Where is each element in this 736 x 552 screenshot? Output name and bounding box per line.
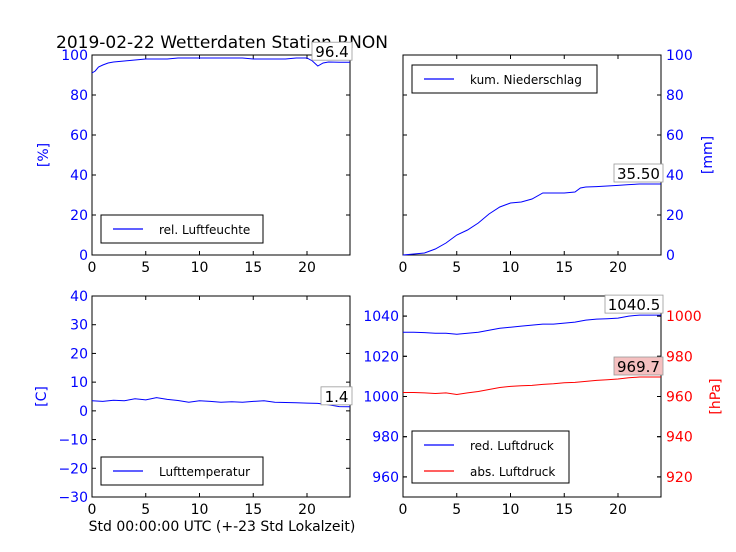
x-tick-label: 5 xyxy=(452,502,461,518)
legend-label: Lufttemperatur xyxy=(159,465,250,479)
y-tick-label: 40 xyxy=(70,289,88,305)
x-tick-label: 20 xyxy=(609,502,627,518)
x-tick-label: 15 xyxy=(555,502,573,518)
x-axis-label: Std 00:00:00 UTC (+-23 Std Lokalzeit) xyxy=(89,519,356,535)
panel-4: 0 5 10 15 20 960 980 1000 1020 1040 920 940 960 980 10… xyxy=(363,294,724,518)
y-axis-label: [%] xyxy=(36,143,52,167)
x-tick-label: 5 xyxy=(452,260,461,276)
y-tick-label: 1000 xyxy=(666,309,702,325)
series-line-1 xyxy=(91,397,351,408)
x-tick-label: 0 xyxy=(399,502,408,518)
series-line-2 xyxy=(403,376,661,396)
y-tick-label: 80 xyxy=(666,88,684,104)
y-tick-label: −20 xyxy=(58,461,88,477)
x-tick-label: 0 xyxy=(88,260,97,276)
legend-label: kum. Niederschlag xyxy=(470,73,582,87)
y-tick-label: 40 xyxy=(666,168,684,184)
y-tick-label: 1020 xyxy=(363,349,399,365)
y-tick-label: 100 xyxy=(666,48,693,64)
y-tick-label: 100 xyxy=(61,48,88,64)
value-annotation: 96.4 xyxy=(315,43,348,61)
y-tick-label: −30 xyxy=(58,490,88,506)
y-tick-label: 10 xyxy=(70,375,88,391)
x-tick-label: 10 xyxy=(502,502,520,518)
x-tick-label: 15 xyxy=(555,260,573,276)
y-axis-label: [mm] xyxy=(700,136,716,174)
y-tick-label: −10 xyxy=(58,433,88,449)
y-tick-label: 1040 xyxy=(363,309,399,325)
x-tick-label: 5 xyxy=(141,502,150,518)
panel-1: 0 5 10 15 20 0 20 40 60 80 100 [%] 96.4 rel. Luftfeuc… xyxy=(36,41,353,276)
y-tick-label: 60 xyxy=(666,128,684,144)
y-tick-label: 80 xyxy=(70,88,88,104)
y-tick-label: 940 xyxy=(666,430,693,446)
value-annotation-box xyxy=(320,386,353,406)
y-tick-label: 960 xyxy=(372,470,399,486)
y-tick-label: 30 xyxy=(70,318,88,334)
y-tick-label: 20 xyxy=(666,208,684,224)
x-tick-label: 0 xyxy=(399,260,408,276)
value-annotation-box xyxy=(613,163,664,183)
x-tick-label: 10 xyxy=(502,260,520,276)
value-annotation: 1040.5 xyxy=(608,296,661,314)
legend-label: rel. Luftfeuchte xyxy=(159,223,250,237)
legend-label: abs. Luftdruck xyxy=(470,465,555,479)
value-annotation: 35.50 xyxy=(617,165,660,183)
y-tick-label: 960 xyxy=(666,390,693,406)
y-tick-label: 40 xyxy=(70,168,88,184)
x-tick-label: 0 xyxy=(88,502,97,518)
value-annotation-box xyxy=(613,356,664,376)
x-tick-label: 20 xyxy=(298,502,316,518)
panel-3: 0 5 10 15 20 −30 −20 −10 0 10 20 30 40 [C] 1.4 Lufttemp… xyxy=(34,289,353,518)
value-annotation-box xyxy=(311,41,353,61)
x-tick-label: 20 xyxy=(609,260,627,276)
x-tick-label: 10 xyxy=(191,502,209,518)
legend xyxy=(411,430,570,484)
y-tick-label: 980 xyxy=(372,430,399,446)
y-tick-label: 0 xyxy=(79,404,88,420)
y-tick-label: 60 xyxy=(70,128,88,144)
plot-frame xyxy=(91,54,351,256)
x-tick-label: 20 xyxy=(298,260,316,276)
x-tick-label: 15 xyxy=(244,260,262,276)
panel-2: 0 5 10 15 20 0 20 40 60 80 100 [mm] 35.50 kum. Nieder… xyxy=(399,48,716,276)
y-tick-label: 20 xyxy=(70,346,88,362)
figure-title: 2019-02-22 Wetterdaten Station RNON xyxy=(56,33,388,53)
x-tick-label: 10 xyxy=(191,260,209,276)
y-tick-label: 1000 xyxy=(363,390,399,406)
x-tick-label: 5 xyxy=(141,260,150,276)
y-tick-label: 0 xyxy=(79,248,88,264)
series-line-1 xyxy=(91,57,350,74)
value-annotation: 1.4 xyxy=(325,388,349,406)
y-tick-label: 0 xyxy=(666,248,675,264)
y-tick-label: 980 xyxy=(666,349,693,365)
legend-label: red. Luftdruck xyxy=(470,439,554,453)
x-tick-label: 15 xyxy=(244,502,262,518)
y-axis-label: [hPa] xyxy=(708,378,724,414)
plot-frame xyxy=(402,54,662,256)
y-tick-label: 20 xyxy=(70,208,88,224)
series-line-1 xyxy=(403,314,661,335)
y-tick-label: 920 xyxy=(666,470,693,486)
value-annotation-box xyxy=(604,294,664,314)
y-axis-label: [C] xyxy=(34,386,50,407)
value-annotation: 969.7 xyxy=(617,358,660,376)
series-line-1 xyxy=(402,183,661,256)
